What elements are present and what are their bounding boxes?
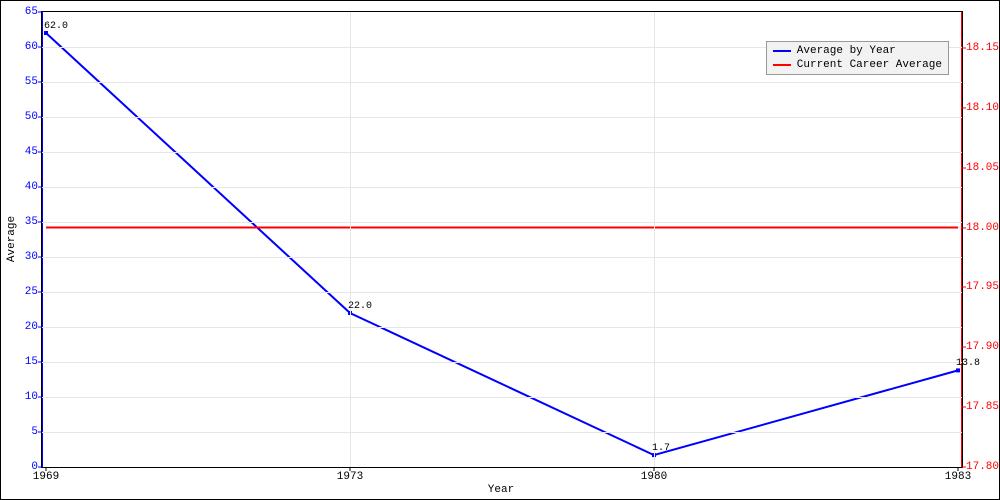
grid-line-horizontal [42, 257, 962, 258]
left-tick-label: 25 [25, 286, 38, 298]
left-tick-label: 5 [31, 426, 38, 438]
right-tick-label: 18.10 [966, 102, 999, 114]
grid-line-horizontal [42, 187, 962, 188]
grid-line-horizontal [42, 432, 962, 433]
left-axis-title: Average [6, 215, 18, 261]
right-tick-label: 17.95 [966, 281, 999, 293]
grid-line-horizontal [42, 362, 962, 363]
x-tick-label: 1983 [945, 471, 971, 483]
legend-swatch [773, 64, 791, 66]
right-tick-label: 17.85 [966, 401, 999, 413]
legend-item: Current Career Average [773, 59, 942, 71]
grid-line-horizontal [42, 292, 962, 293]
left-tick [38, 82, 42, 83]
left-tick-label: 30 [25, 251, 38, 263]
left-tick [38, 292, 42, 293]
grid-line-horizontal [42, 82, 962, 83]
left-tick [38, 12, 42, 13]
right-tick-label: 18.15 [966, 42, 999, 54]
x-tick-label: 1980 [641, 471, 667, 483]
grid-line-horizontal [42, 327, 962, 328]
left-tick-label: 35 [25, 216, 38, 228]
left-tick-label: 50 [25, 111, 38, 123]
point-label: 13.8 [956, 358, 980, 369]
left-tick-label: 65 [25, 6, 38, 18]
left-tick [38, 362, 42, 363]
left-tick-label: 40 [25, 181, 38, 193]
legend: Average by Year Current Career Average [766, 41, 949, 75]
legend-swatch [773, 50, 791, 52]
grid-line-horizontal [42, 152, 962, 153]
left-tick-label: 10 [25, 391, 38, 403]
point-label: 22.0 [348, 301, 372, 312]
legend-label: Current Career Average [797, 59, 942, 71]
left-tick [38, 397, 42, 398]
right-tick-label: 18.05 [966, 162, 999, 174]
grid-line-vertical [654, 12, 655, 467]
left-tick [38, 257, 42, 258]
right-tick-label: 17.90 [966, 341, 999, 353]
left-tick-label: 20 [25, 321, 38, 333]
left-tick-label: 55 [25, 76, 38, 88]
left-tick [38, 467, 42, 468]
left-tick [38, 117, 42, 118]
left-tick [38, 47, 42, 48]
point-label: 62.0 [44, 21, 68, 32]
left-tick-label: 15 [25, 356, 38, 368]
left-tick [38, 187, 42, 188]
grid-line-vertical [350, 12, 351, 467]
series-line [46, 33, 958, 455]
point-label: 1.7 [652, 443, 670, 454]
left-tick [38, 222, 42, 223]
left-tick-label: 60 [25, 41, 38, 53]
left-tick [38, 327, 42, 328]
x-tick-label: 1969 [33, 471, 59, 483]
line-layer [42, 12, 962, 467]
grid-line-horizontal [42, 222, 962, 223]
right-tick-label: 18.00 [966, 222, 999, 234]
x-tick-label: 1973 [337, 471, 363, 483]
left-tick [38, 432, 42, 433]
chart-frame: 0510152025303540455055606517.8017.8517.9… [0, 0, 1000, 500]
legend-item: Average by Year [773, 45, 942, 57]
left-tick-label: 45 [25, 146, 38, 158]
left-tick [38, 152, 42, 153]
grid-line-horizontal [42, 117, 962, 118]
plot-area: 0510152025303540455055606517.8017.8517.9… [41, 11, 963, 468]
legend-label: Average by Year [797, 45, 896, 57]
grid-line-horizontal [42, 397, 962, 398]
x-axis-title: Year [488, 484, 514, 496]
